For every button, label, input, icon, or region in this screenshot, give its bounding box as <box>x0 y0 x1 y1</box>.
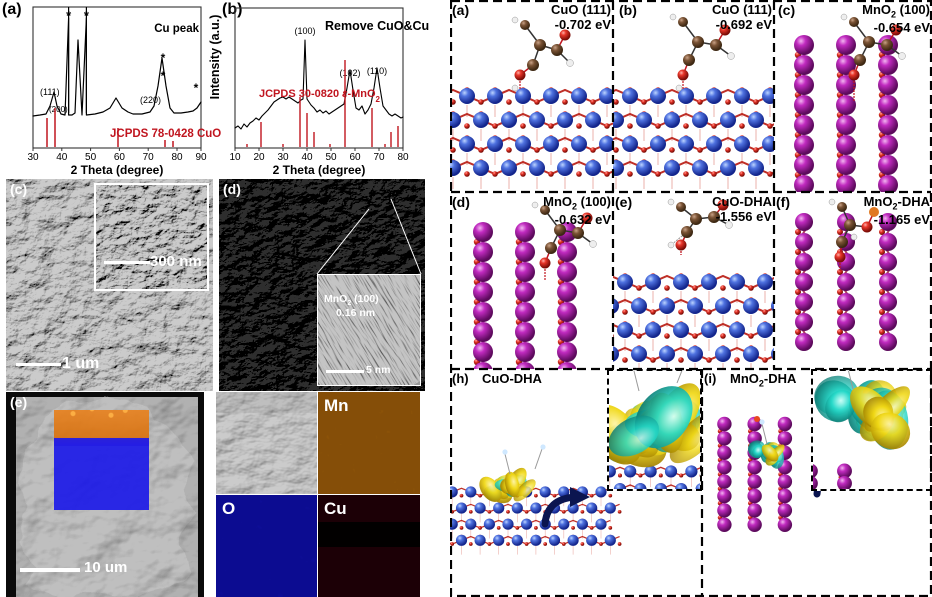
svg-text:*: * <box>161 69 166 83</box>
svg-text:(110): (110) <box>367 66 387 76</box>
svg-text:30: 30 <box>27 152 39 163</box>
svg-text:30: 30 <box>277 152 289 163</box>
svg-text:Cu peak: Cu peak <box>154 23 199 35</box>
svg-text:(200): (200) <box>49 105 68 114</box>
svg-text:80: 80 <box>397 152 409 163</box>
svg-text:*: * <box>66 8 72 23</box>
svg-text:40: 40 <box>56 152 68 163</box>
svg-text:90: 90 <box>195 152 207 163</box>
svg-text:50: 50 <box>85 152 97 163</box>
svg-text:(220): (220) <box>140 95 161 105</box>
svg-text:*: * <box>84 8 90 23</box>
svg-text:60: 60 <box>114 152 126 163</box>
svg-text:JCPDS 78-0428 CuO: JCPDS 78-0428 CuO <box>110 128 221 140</box>
svg-text:(102): (102) <box>339 68 360 78</box>
svg-text:70: 70 <box>143 152 155 163</box>
svg-text:70: 70 <box>373 152 385 163</box>
svg-text:(100): (100) <box>294 26 315 36</box>
svg-text:80: 80 <box>171 152 183 163</box>
svg-text:JCPDS 30-0820 ε-MnO2: JCPDS 30-0820 ε-MnO2 <box>259 88 381 104</box>
svg-text:Remove CuO&Cu: Remove CuO&Cu <box>325 19 429 33</box>
svg-text:(111): (111) <box>40 87 60 97</box>
svg-text:2 Theta (degree): 2 Theta (degree) <box>71 163 164 177</box>
svg-text:60: 60 <box>349 152 361 163</box>
svg-text:20: 20 <box>253 152 265 163</box>
svg-text:*: * <box>194 81 199 95</box>
svg-text:40: 40 <box>301 152 313 163</box>
svg-text:*: * <box>161 51 166 65</box>
svg-text:50: 50 <box>325 152 337 163</box>
svg-text:2 Theta (degree): 2 Theta (degree) <box>273 163 366 177</box>
svg-text:10: 10 <box>229 152 241 163</box>
